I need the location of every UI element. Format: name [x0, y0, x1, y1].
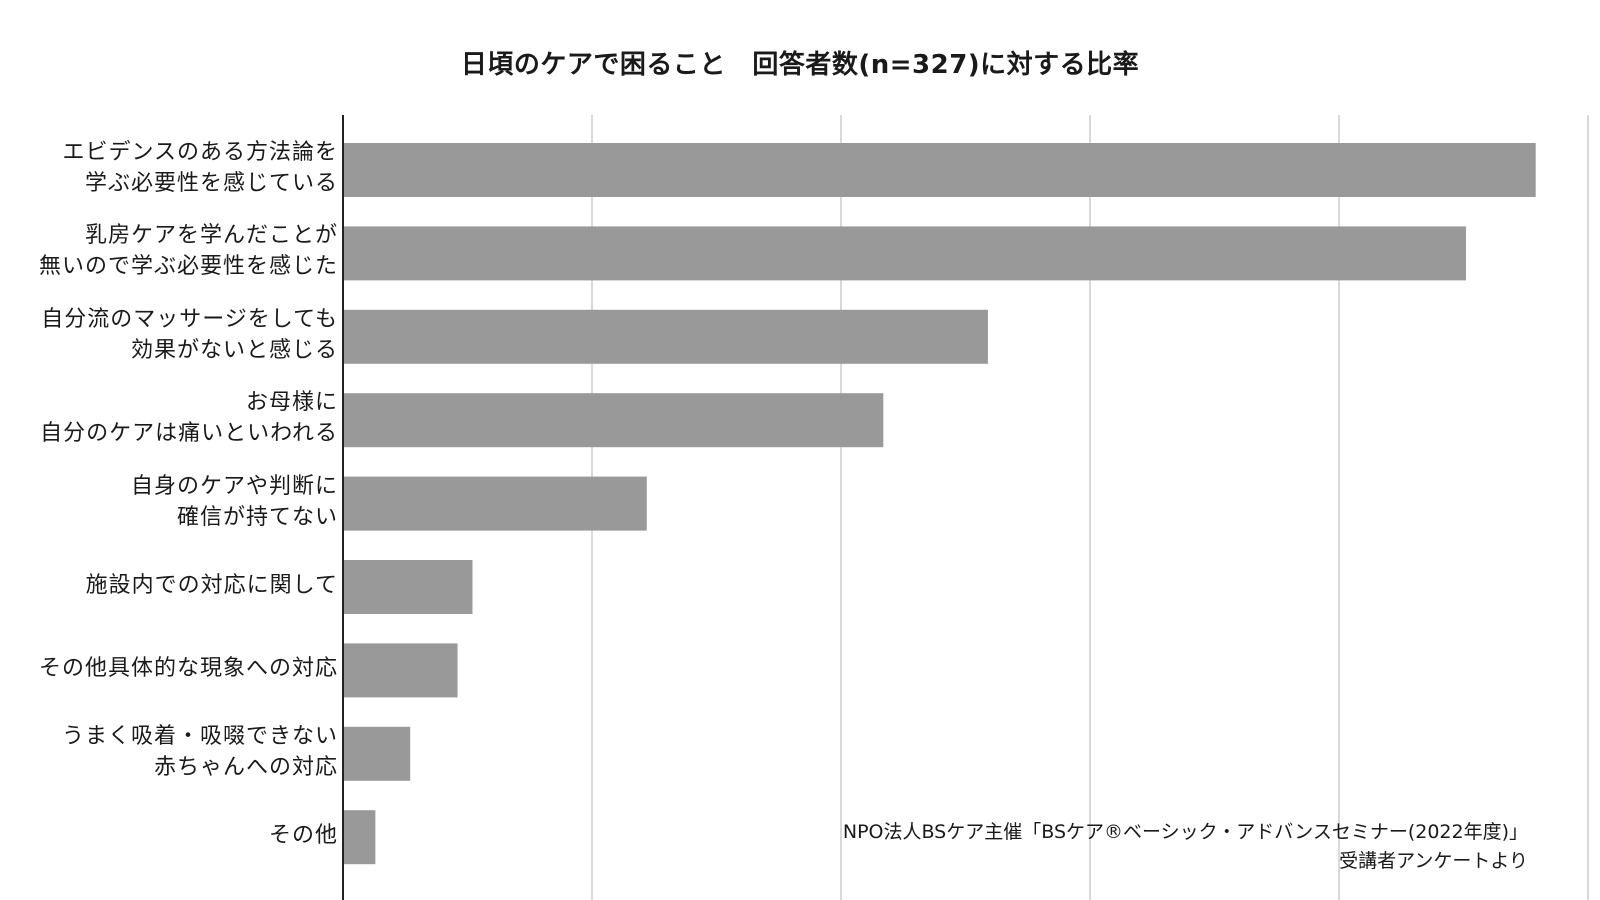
- category-label-line: エビデンスのある方法論を: [62, 140, 338, 165]
- category-label-line: 施設内での対応に関して: [85, 572, 338, 598]
- category-label-line: 確信が持てない: [176, 504, 338, 530]
- category-label-line: その他具体的な現象への対応: [38, 655, 338, 681]
- source-note: NPO法人BSケア主催「BSケア®ベーシック・アドバンスセミナー(2022年度)…: [843, 818, 1528, 876]
- category-label-line: 自分のケアは痛いといわれる: [40, 421, 338, 447]
- source-note-line-2: 受講者アンケートより: [1339, 850, 1528, 872]
- bar: [343, 309, 988, 364]
- category-label-line: 乳房ケアを学んだことが: [84, 223, 338, 249]
- category-label-line: 無いので学ぶ必要性を感じた: [38, 254, 338, 280]
- category-label-line: その他: [268, 822, 338, 848]
- category-label: 自身のケアや判断に確信が持てない: [0, 471, 338, 533]
- bar: [343, 560, 473, 614]
- bar: [343, 226, 1466, 281]
- category-label: 自分流のマッサージをしても効果がないと感じる: [0, 304, 338, 366]
- category-label-line: 学ぶ必要性を感じている: [84, 171, 338, 196]
- chart-title: 日頃のケアで困ること 回答者数(n=327)に対する比率: [460, 50, 1140, 80]
- category-label-line: 効果がないと感じる: [130, 337, 338, 363]
- source-note-line-1: NPO法人BSケア主催「BSケア®ベーシック・アドバンスセミナー(2022年度)…: [842, 821, 1528, 843]
- category-label-line: うまく吸着・吸啜できない: [61, 723, 338, 749]
- bar: [343, 726, 411, 781]
- category-label: その他具体的な現象への対応: [0, 653, 338, 684]
- bar: [343, 476, 647, 531]
- category-label: うまく吸着・吸啜できない赤ちゃんへの対応: [0, 721, 338, 783]
- category-label-line: 自分流のマッサージをしても: [41, 306, 338, 332]
- category-label: 乳房ケアを学んだことが無いので学ぶ必要性を感じた: [0, 220, 338, 282]
- bar: [343, 393, 884, 448]
- bars: [343, 143, 1536, 865]
- category-label: エビデンスのある方法論を学ぶ必要性を感じている: [0, 137, 338, 199]
- category-label-line: 自身のケアや判断に: [130, 473, 338, 499]
- category-label: お母様に自分のケアは痛いといわれる: [0, 387, 338, 449]
- bar: [343, 643, 458, 698]
- category-label: 施設内での対応に関して: [0, 570, 338, 601]
- category-label: その他: [0, 820, 338, 851]
- bar: [343, 810, 376, 865]
- bar: [343, 143, 1536, 197]
- category-label-line: お母様に: [245, 390, 338, 416]
- category-label-line: 赤ちゃんへの対応: [153, 754, 338, 780]
